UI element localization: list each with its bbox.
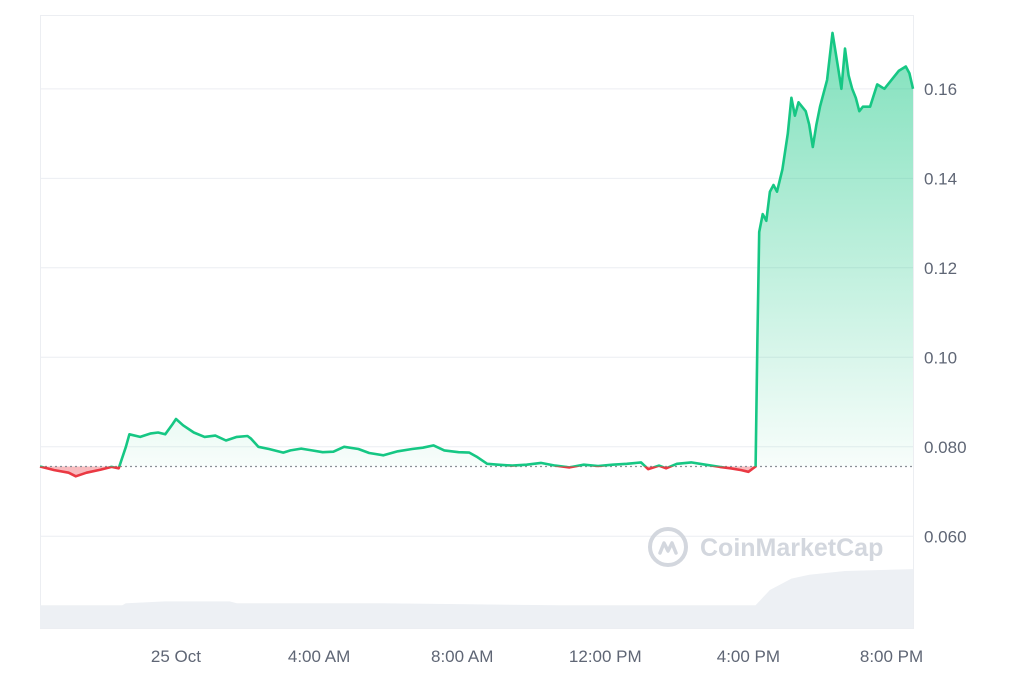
x-tick-label-0: 25 Oct bbox=[151, 647, 201, 666]
x-tick-label-1: 4:00 AM bbox=[288, 647, 350, 666]
y-tick-label-5: 0.16 bbox=[924, 80, 957, 99]
coinmarketcap-logo-icon bbox=[648, 527, 688, 567]
plot-border bbox=[40, 15, 914, 629]
price-line bbox=[39, 31, 915, 478]
x-tick-label-2: 8:00 AM bbox=[431, 647, 493, 666]
y-tick-label-1: 0.080 bbox=[924, 438, 967, 457]
y-tick-label-3: 0.12 bbox=[924, 259, 957, 278]
y-tick-label-4: 0.14 bbox=[924, 169, 957, 188]
watermark: CoinMarketCap bbox=[648, 527, 883, 567]
y-tick-label-2: 0.10 bbox=[924, 348, 957, 367]
y-tick-label-0: 0.060 bbox=[924, 527, 967, 546]
y-axis: 0.060 0.080 0.10 0.12 0.14 0.16 bbox=[924, 80, 967, 546]
volume-area bbox=[40, 569, 913, 628]
x-tick-label-5: 8:00 PM bbox=[860, 647, 923, 666]
area-fill bbox=[40, 32, 913, 477]
volume-silhouette bbox=[40, 569, 913, 628]
watermark-text: CoinMarketCap bbox=[700, 534, 883, 562]
x-axis: 25 Oct 4:00 AM 8:00 AM 12:00 PM 4:00 PM 8:00 … bbox=[151, 647, 923, 666]
x-tick-label-4: 4:00 PM bbox=[717, 647, 780, 666]
price-line-above bbox=[40, 31, 915, 467]
x-tick-label-3: 12:00 PM bbox=[569, 647, 642, 666]
area-fill-above bbox=[119, 32, 913, 467]
